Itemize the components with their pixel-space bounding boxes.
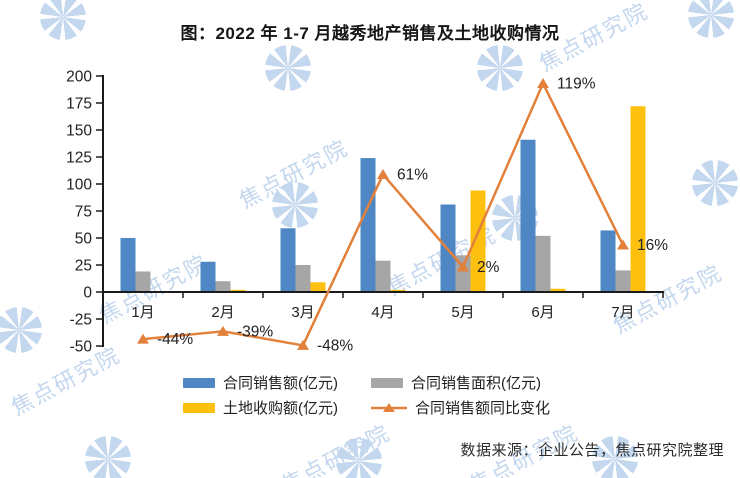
x-axis-label-m1: 1月 (131, 304, 154, 321)
bar-land-m6 (550, 288, 566, 292)
bar-area-m3 (295, 265, 311, 292)
data-source-note: 数据来源：企业公告，焦点研究院整理 (460, 442, 724, 459)
yoy-point-label-m6: 119% (557, 75, 596, 92)
legend-label: 合同销售额(亿元) (223, 375, 338, 392)
x-axis-label-m3: 3月 (291, 304, 314, 321)
yoy-marker-m6 (537, 77, 549, 88)
legend-swatch-line-icon (371, 402, 407, 412)
legend-label: 土地收购额(亿元) (223, 400, 338, 417)
chart-title: 图：2022 年 1-7 月越秀地产销售及土地收购情况 (180, 24, 560, 43)
x-axis-label-m7: 7月 (611, 304, 634, 321)
yoy-marker-m1 (137, 333, 149, 344)
y-axis-tick-label: 25 (75, 258, 92, 275)
legend-swatch-bar-icon (371, 377, 403, 388)
y-axis-tick-label: 0 (83, 285, 92, 302)
yoy-point-label-m5: 2% (477, 259, 500, 276)
bar-sales-m7 (600, 230, 616, 292)
yoy-point-label-m3: -48% (317, 337, 353, 354)
y-axis-tick-label: -50 (70, 339, 93, 356)
x-axis-label-m2: 2月 (211, 304, 234, 321)
bar-land-m4 (390, 289, 406, 292)
y-axis-tick-label: 125 (66, 150, 92, 167)
bar-area-m1 (135, 271, 151, 292)
x-axis-label-m5: 5月 (451, 304, 474, 321)
y-axis-tick-label: 200 (66, 69, 92, 86)
x-axis-label-m4: 4月 (371, 304, 394, 321)
legend-label: 合同销售额同比变化 (415, 400, 551, 417)
bar-land-m5 (470, 190, 486, 292)
legend-item-area: 合同销售面积(亿元) (371, 371, 581, 394)
x-axis-label-m6: 6月 (531, 304, 554, 321)
yoy-marker-m5 (457, 261, 469, 272)
bar-sales-m4 (360, 158, 376, 292)
y-axis-tick-label: 50 (75, 231, 93, 248)
legend-label: 合同销售面积(亿元) (411, 375, 541, 392)
bar-sales-m3 (280, 228, 296, 292)
yoy-marker-m4 (377, 168, 389, 179)
yoy-point-label-m1: -44% (157, 331, 193, 348)
bar-area-m7 (615, 270, 631, 292)
legend-item-land: 土地收购额(亿元) (183, 396, 371, 419)
legend-item-yoy: 合同销售额同比变化 (371, 396, 581, 419)
legend-item-sales: 合同销售额(亿元) (183, 371, 371, 394)
bar-land-m7 (630, 106, 646, 293)
y-axis-tick-label: 100 (66, 177, 92, 194)
bar-land-m3 (310, 282, 326, 292)
bar-area-m6 (535, 235, 551, 292)
y-axis-tick-label: 175 (66, 96, 92, 113)
yoy-marker-m7 (617, 239, 629, 250)
yoy-point-label-m2: -39% (237, 323, 273, 340)
legend-swatch-bar-icon (183, 377, 215, 388)
bar-sales-m2 (200, 261, 216, 292)
legend-swatch-bar-icon (183, 402, 215, 413)
y-axis-tick-label: -25 (70, 312, 92, 329)
yoy-point-label-m7: 16% (637, 237, 668, 254)
yoy-marker-m3 (297, 339, 309, 350)
yoy-marker-m2 (217, 325, 229, 336)
bar-land-m2 (230, 289, 246, 292)
bar-area-m2 (215, 281, 231, 292)
bar-area-m4 (375, 260, 391, 292)
chart-legend: 合同销售额(亿元) 合同销售面积(亿元) 土地收购额(亿元) 合同销售额同比变化 (183, 371, 581, 419)
bar-sales-m1 (120, 238, 136, 292)
y-axis-tick-label: 75 (75, 204, 92, 221)
yoy-point-label-m4: 61% (397, 166, 428, 183)
y-axis-tick-label: 150 (66, 123, 92, 140)
bar-sales-m6 (520, 139, 536, 292)
